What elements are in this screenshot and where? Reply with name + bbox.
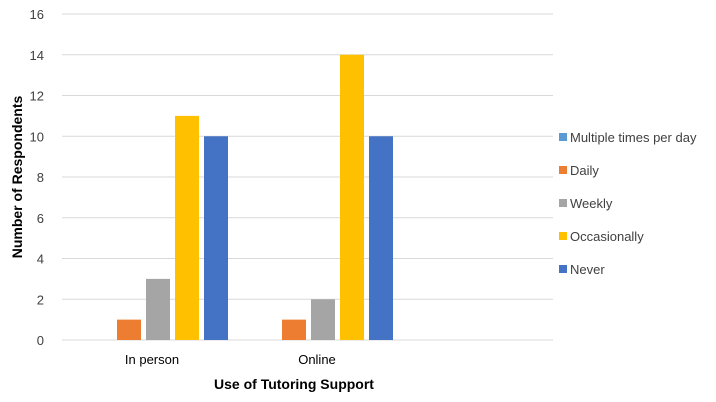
y-tick-label: 0 (37, 333, 44, 348)
bar-online-occasionally (340, 54, 364, 340)
legend-label: Multiple times per day (570, 130, 697, 145)
y-tick-label: 6 (37, 211, 44, 226)
legend-label: Weekly (570, 196, 613, 211)
bar-in-person-weekly (146, 278, 170, 340)
x-tick-labels: In person Online (125, 352, 336, 367)
legend-swatch (559, 232, 567, 240)
y-axis-title: Number of Respondents (9, 96, 25, 259)
legend-label: Never (570, 262, 605, 277)
y-tick-labels: 0 2 4 6 8 10 12 14 16 (30, 7, 44, 348)
legend-swatch (559, 133, 567, 141)
y-tick-label: 2 (37, 292, 44, 307)
bars (117, 54, 393, 340)
y-tick-label: 14 (30, 48, 44, 63)
legend-swatch (559, 265, 567, 273)
x-tick-label: In person (125, 352, 179, 367)
legend-label: Daily (570, 163, 599, 178)
y-tick-label: 12 (30, 89, 44, 104)
y-tick-label: 4 (37, 252, 44, 267)
bar-in-person-occasionally (175, 115, 199, 340)
y-tick-label: 10 (30, 129, 44, 144)
x-axis-title: Use of Tutoring Support (214, 376, 374, 392)
legend-label: Occasionally (570, 229, 644, 244)
gridlines (62, 13, 553, 341)
bar-in-person-never (204, 136, 228, 340)
x-tick-label: Online (298, 352, 336, 367)
bar-online-weekly (311, 299, 335, 340)
bar-online-daily (282, 319, 306, 340)
legend: Multiple times per day Daily Weekly Occasio… (559, 130, 697, 277)
y-tick-label: 16 (30, 7, 44, 22)
bar-online-never (369, 136, 393, 340)
legend-swatch (559, 199, 567, 207)
bar-in-person-daily (117, 319, 141, 340)
y-tick-label: 8 (37, 170, 44, 185)
legend-swatch (559, 166, 567, 174)
